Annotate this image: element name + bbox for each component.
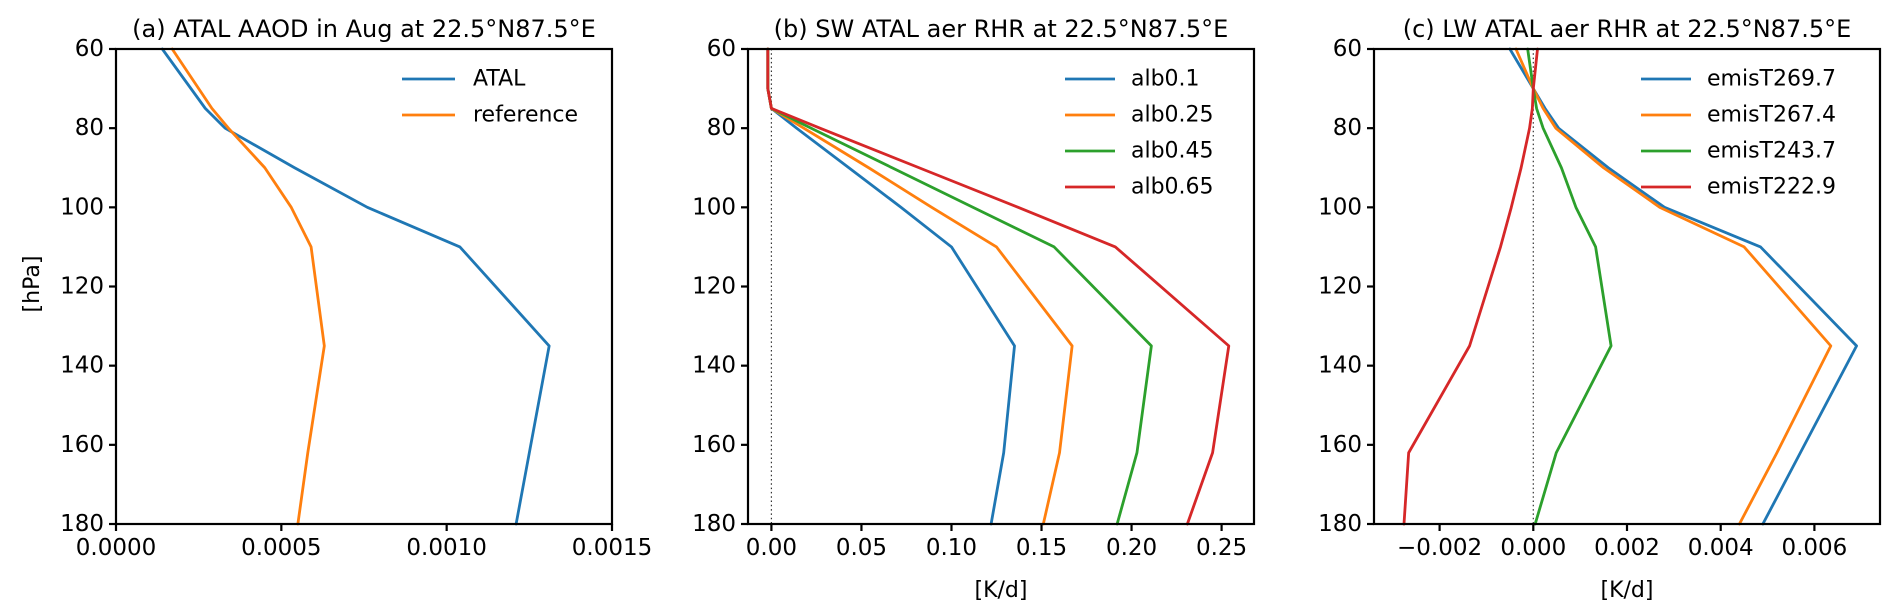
y-tick-label: 120 xyxy=(1318,274,1362,300)
series-line-alb0.45 xyxy=(766,47,1153,526)
legend-label-emisT222.9: emisT222.9 xyxy=(1707,175,1836,200)
y-tick-label: 160 xyxy=(60,432,104,458)
series-line-alb0.25 xyxy=(766,47,1074,526)
y-axis-label-hpa: [hPa] xyxy=(20,255,45,313)
y-tick-label: 160 xyxy=(1318,432,1362,458)
x-tick-label: 0.0010 xyxy=(406,535,486,561)
y-tick-label: 100 xyxy=(60,194,104,220)
legend-label-alb0.1: alb0.1 xyxy=(1131,67,1200,92)
series-line-alb0.65 xyxy=(766,47,1231,526)
x-tick-label: 0.002 xyxy=(1594,535,1660,561)
legend-label-emisT243.7: emisT243.7 xyxy=(1707,139,1836,164)
y-tick-label: 140 xyxy=(1318,353,1362,379)
series-line-ATAL xyxy=(160,47,551,526)
y-tick-label: 180 xyxy=(60,511,104,537)
y-tick-label: 80 xyxy=(75,115,104,141)
x-tick-label: 0.004 xyxy=(1688,535,1754,561)
y-tick-label: 120 xyxy=(60,274,104,300)
y-tick-label: 180 xyxy=(692,511,736,537)
y-tick-label: 60 xyxy=(707,36,736,62)
x-tick-label: 0.00 xyxy=(746,535,797,561)
panel-b-title: (b) SW ATAL aer RHR at 22.5°N87.5°E xyxy=(773,15,1229,43)
series-line-alb0.1 xyxy=(766,47,1016,526)
panel-a-title: (a) ATAL AAOD in Aug at 22.5°N87.5°E xyxy=(132,15,596,43)
legend-label-emisT269.7: emisT269.7 xyxy=(1707,67,1836,92)
legend-label-alb0.25: alb0.25 xyxy=(1131,103,1214,128)
x-tick-label: 0.006 xyxy=(1781,535,1847,561)
y-tick-label: 80 xyxy=(1333,115,1362,141)
legend-label-ATAL: ATAL xyxy=(473,67,526,92)
panel-c: 60 80 100 120 140 160 180 −0.002 0.000 0.002 0.004… xyxy=(1318,36,1882,561)
y-tick-label: 60 xyxy=(1333,36,1362,62)
y-tick-label: 180 xyxy=(1318,511,1362,537)
y-tick-label: 60 xyxy=(75,36,104,62)
legend-label-alb0.45: alb0.45 xyxy=(1131,139,1214,164)
panel-c-title: (c) LW ATAL aer RHR at 22.5°N87.5°E xyxy=(1402,15,1852,43)
series-line-emisT222.9 xyxy=(1402,47,1539,526)
x-tick-label: 0.25 xyxy=(1196,535,1247,561)
x-tick-label: −0.002 xyxy=(1397,535,1482,561)
y-tick-label: 80 xyxy=(707,115,736,141)
x-tick-label: 0.000 xyxy=(1500,535,1566,561)
x-tick-label: 0.05 xyxy=(836,535,887,561)
series-line-emisT243.7 xyxy=(1526,47,1613,526)
y-tick-label: 140 xyxy=(692,353,736,379)
x-tick-label: 0.0015 xyxy=(572,535,652,561)
y-tick-label: 140 xyxy=(60,353,104,379)
panel-b: 60 80 100 120 140 160 180 0.00 0.05 0.10 0.15 0.20 0… xyxy=(692,36,1256,561)
x-tick-label: 0.0000 xyxy=(76,535,156,561)
series-line-reference xyxy=(170,47,326,526)
panel-b-x-axis-label: [K/d] xyxy=(974,578,1028,603)
legend-label-reference: reference xyxy=(473,103,578,128)
y-tick-label: 100 xyxy=(692,194,736,220)
series-line-emisT267.4 xyxy=(1514,47,1833,526)
y-tick-label: 160 xyxy=(692,432,736,458)
y-tick-label: 100 xyxy=(1318,194,1362,220)
panel-c-x-axis-label: [K/d] xyxy=(1600,578,1654,603)
x-tick-label: 0.0005 xyxy=(241,535,321,561)
x-tick-label: 0.15 xyxy=(1016,535,1067,561)
legend-label-alb0.65: alb0.65 xyxy=(1131,175,1214,200)
y-tick-label: 120 xyxy=(692,274,736,300)
x-tick-label: 0.20 xyxy=(1106,535,1157,561)
x-tick-label: 0.10 xyxy=(926,535,977,561)
legend-label-emisT267.4: emisT267.4 xyxy=(1707,103,1836,128)
